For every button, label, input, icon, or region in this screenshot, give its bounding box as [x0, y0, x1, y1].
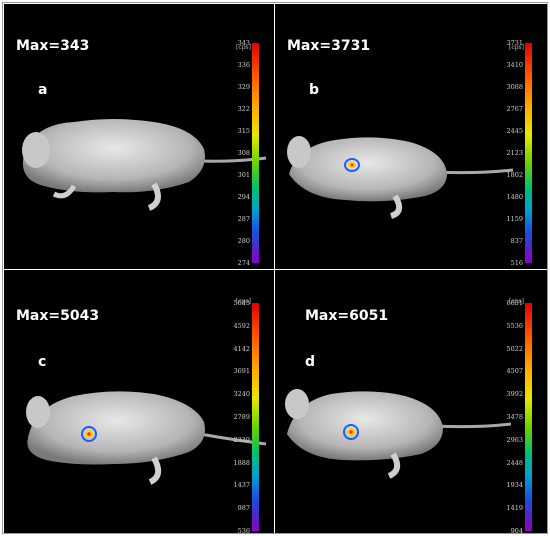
scale-tick: 4592	[233, 321, 250, 330]
color-scale: [cps] 6051 5536 5022 4507 3992 3478 2963…	[487, 270, 547, 533]
scale-tick: 3478	[506, 413, 523, 421]
scale-tick: 6051	[506, 299, 523, 307]
panel-letter: a	[38, 82, 48, 98]
scale-tick: 3088	[506, 83, 523, 91]
scale-tick: 336	[237, 61, 250, 69]
scale-tick: 301	[237, 171, 250, 179]
color-scale: [cps] 343 336 329 322 315 308 301 294 28…	[214, 4, 274, 269]
scale-tick: 280	[237, 237, 250, 245]
scale-tick: 1437	[233, 481, 250, 490]
scale-tick: 1419	[506, 504, 523, 513]
color-scale: [cps] 3731 3410 3088 2767 2445 2123 1802…	[487, 4, 547, 269]
scale-tick: 5536	[506, 321, 523, 330]
scale-tick: 2448	[506, 458, 523, 467]
mouse-image	[22, 119, 267, 211]
scale-tick: 2123	[506, 149, 523, 157]
scale-tick: 3992	[506, 390, 523, 399]
scale-tick: 987	[237, 504, 250, 513]
scale-tick: 1888	[233, 458, 250, 467]
mouse-image	[287, 136, 514, 219]
panel-a: Max=343 a [cps] 343 336 329 322 315 308 …	[4, 4, 274, 269]
scale-tick: 343	[237, 39, 250, 47]
scale-tick: 536	[237, 527, 250, 533]
scale-tick: 3731	[506, 39, 523, 47]
color-scale: [cps] 5043 4592 4142 3691 3240 2789 2339…	[214, 270, 274, 533]
color-bar	[252, 43, 259, 263]
scale-tick: 837	[510, 237, 523, 245]
scale-tick: 4507	[506, 367, 523, 376]
color-bar	[525, 303, 532, 531]
panel-letter: c	[38, 354, 47, 370]
scale-tick: 516	[510, 259, 523, 267]
scale-tick: 2789	[233, 413, 250, 421]
scale-unit: [cps]	[236, 298, 251, 305]
scale-tick: 3410	[506, 61, 523, 69]
panel-d: Max=6051 d [cps] 6051 5536 5022 4507 399…	[275, 270, 547, 533]
max-label: Max=5043	[16, 308, 100, 324]
scale-ticks: 343 336 329 322 315 308 301 294 287 280 …	[216, 39, 250, 267]
scale-tick: 1159	[506, 215, 523, 223]
scale-unit: [cps]	[509, 298, 524, 305]
scale-ticks: 6051 5536 5022 4507 3992 3478 2963 2448 …	[489, 299, 523, 533]
scale-tick: 2339	[233, 435, 250, 444]
scale-tick: 322	[237, 105, 250, 113]
color-bar	[252, 303, 259, 531]
panel-letter: d	[305, 354, 316, 370]
scale-tick: 1480	[506, 193, 523, 201]
scale-tick: 308	[237, 149, 250, 157]
scale-tick: 4142	[233, 344, 250, 353]
panel-b: Max=3731 b [cps] 3731 3410 3088 2767 244…	[275, 4, 547, 269]
scale-tick: 329	[237, 83, 250, 91]
scale-tick: 2445	[506, 127, 523, 135]
scale-tick: 2963	[506, 435, 523, 444]
scale-tick: 3691	[233, 367, 250, 376]
scale-tick: 1802	[506, 171, 523, 179]
scale-unit: [cps]	[509, 44, 524, 51]
scale-tick: 2767	[506, 105, 523, 113]
scale-tick: 274	[237, 259, 250, 267]
scale-tick: 904	[510, 527, 523, 533]
scale-ticks: 3731 3410 3088 2767 2445 2123 1802 1480 …	[489, 39, 523, 267]
scale-tick: 315	[237, 127, 250, 135]
mouse-image	[26, 391, 267, 485]
panel-c: Max=5043 c [cps] 5043 4592 4142 3691 324…	[4, 270, 274, 533]
scale-tick: 5043	[233, 299, 250, 307]
scale-tick: 294	[237, 193, 250, 201]
scale-tick: 3240	[233, 390, 250, 399]
scale-ticks: 5043 4592 4142 3691 3240 2789 2339 1888 …	[216, 299, 250, 533]
scale-tick: 5022	[506, 344, 523, 353]
max-label: Max=6051	[305, 308, 389, 324]
scale-tick: 287	[237, 215, 250, 223]
mouse-image	[285, 389, 512, 479]
max-label: Max=3731	[287, 38, 371, 54]
color-bar	[525, 43, 532, 263]
max-label: Max=343	[16, 38, 90, 54]
scale-unit: [cps]	[236, 44, 251, 51]
panel-letter: b	[309, 82, 320, 98]
scale-tick: 1934	[506, 481, 523, 490]
